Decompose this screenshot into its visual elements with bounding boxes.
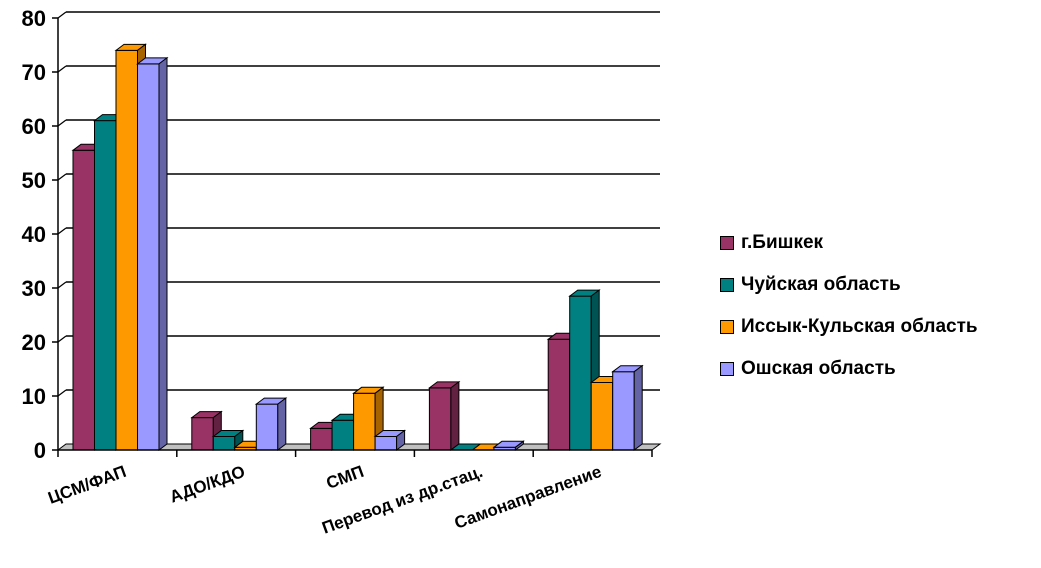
bar: [611, 364, 644, 451]
x-tick-label: СМП: [324, 462, 367, 493]
y-tick-label: 40: [22, 222, 46, 247]
legend-item: Чуйская область: [720, 264, 978, 306]
y-tick-label: 60: [22, 114, 46, 139]
y-tick-label: 0: [34, 438, 46, 463]
y-tick-label: 80: [22, 6, 46, 31]
y-tick-labels: 0 10 20 30 40 50 60 70 80: [22, 6, 46, 463]
y-tick-label: 50: [22, 168, 46, 193]
y-tick-label: 20: [22, 330, 46, 355]
gridline-depth: [57, 119, 67, 127]
gridline-depth: [57, 173, 67, 181]
legend-label: Иссык-Кульская область: [741, 316, 978, 337]
legend-swatch: [720, 362, 734, 376]
bar: [136, 56, 169, 451]
x-tick-label: АДО/КДО: [167, 462, 247, 507]
legend-label: Ошская область: [741, 358, 896, 379]
legend-label: г.Бишкек: [741, 232, 824, 253]
gridline-depth: [57, 227, 67, 235]
axes: [52, 17, 653, 457]
bar: [492, 440, 525, 451]
legend-item: г.Бишкек: [720, 222, 978, 264]
bar: [352, 386, 385, 451]
legend: г.Бишкек Чуйская область Иссык-Кульская …: [720, 222, 978, 390]
bar: [373, 429, 407, 451]
legend-item: Иссык-Кульская область: [720, 306, 978, 348]
legend-item: Ошская область: [720, 348, 978, 390]
legend-swatch: [720, 236, 734, 250]
bar: [427, 380, 461, 451]
y-tick-label: 30: [22, 276, 46, 301]
y-tick-label: 10: [22, 384, 46, 409]
gridline-depth: [57, 281, 67, 289]
gridline-depth: [57, 11, 67, 19]
gridline-depth: [57, 335, 67, 343]
bars: [71, 43, 644, 451]
legend-label: Чуйская область: [741, 274, 901, 295]
gridline-depth: [57, 389, 67, 397]
gridline-depth: [57, 65, 67, 73]
y-tick-label: 70: [22, 60, 46, 85]
legend-swatch: [720, 278, 734, 292]
x-tick-label: ЦСМ/ФАП: [45, 462, 128, 508]
legend-swatch: [720, 320, 734, 334]
bar: [254, 397, 288, 451]
